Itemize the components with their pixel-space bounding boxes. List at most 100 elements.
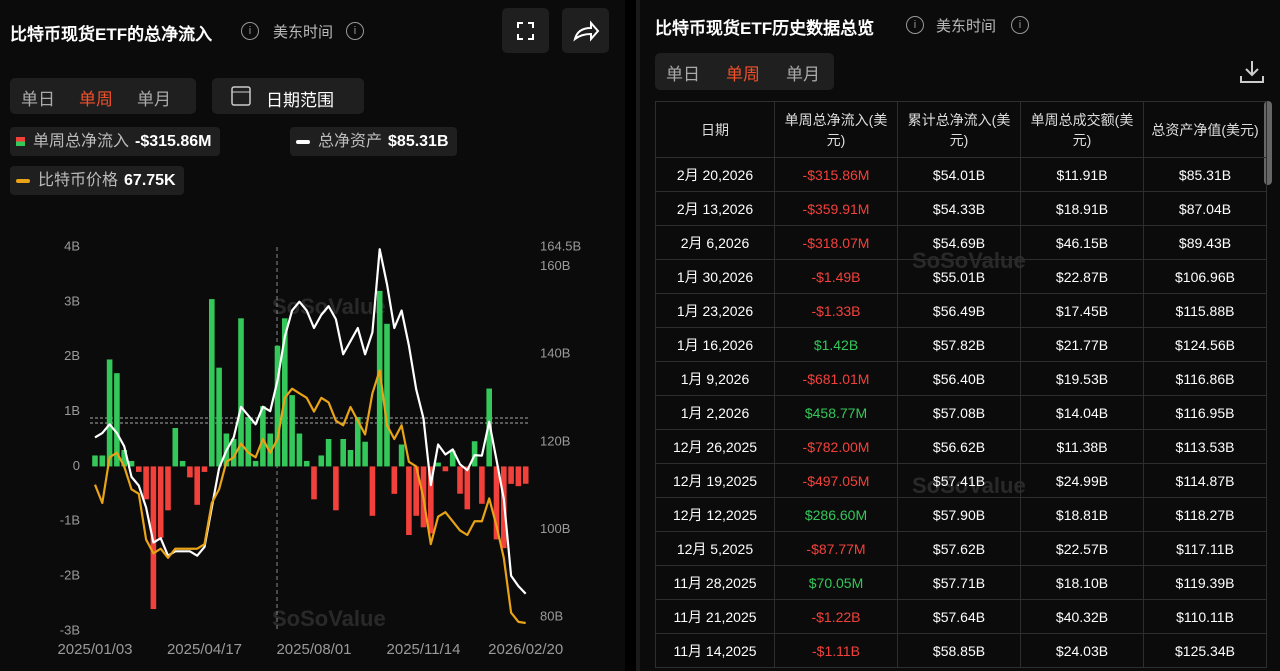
bar xyxy=(464,466,471,510)
bar xyxy=(172,428,179,467)
table-cell: $18.81B xyxy=(1020,497,1144,532)
table-cell: -$318.07M xyxy=(774,225,898,260)
fullscreen-button[interactable] xyxy=(502,8,549,53)
bar xyxy=(413,466,419,516)
legend-name: 总净资产 xyxy=(318,133,383,150)
table-cell: -$87.77M xyxy=(774,531,898,566)
table-cell: 12月 26,2025 xyxy=(655,429,775,464)
bar xyxy=(114,373,120,467)
table-cell: $56.49B xyxy=(897,293,1021,328)
bar xyxy=(515,466,522,487)
table-cell: -$315.86M xyxy=(774,157,898,192)
table-cell: $57.62B xyxy=(897,531,1021,566)
timezone: 美东时间 xyxy=(273,24,334,41)
bar xyxy=(282,318,288,467)
tab[interactable]: 单周 xyxy=(79,90,113,109)
legend-item[interactable]: 总净资产 $85.31B xyxy=(290,127,457,156)
legend-name: 单周总净流入 xyxy=(33,133,130,150)
title: 比特币现货ETF的总净流入 xyxy=(10,25,213,44)
info-icon[interactable]: i xyxy=(1011,16,1029,34)
table-row: 11月 28,2025 $70.05M $57.71B $18.10B $119.39B xyxy=(655,565,1267,600)
column-header: 单周总净流入(美元) xyxy=(774,101,898,158)
table-cell: 11月 28,2025 xyxy=(655,565,775,600)
bar xyxy=(493,466,500,540)
tab[interactable]: 单日 xyxy=(666,65,700,84)
legend-swatch xyxy=(16,137,25,146)
tab[interactable]: 单日 xyxy=(21,90,55,109)
bar xyxy=(369,466,376,516)
table-cell: $54.69B xyxy=(897,225,1021,260)
y2-tick-label: 140B xyxy=(540,346,570,361)
y-tick-label: -2B xyxy=(60,568,80,583)
bar xyxy=(99,455,106,467)
table-cell: -$1.22B xyxy=(774,599,898,634)
bar xyxy=(289,395,295,467)
legend-swatch xyxy=(16,178,30,183)
bar xyxy=(406,466,412,535)
table-cell: $119.39B xyxy=(1143,565,1267,600)
y-tick-label: -3B xyxy=(60,622,80,637)
bar xyxy=(179,460,186,467)
column-header: 日期 xyxy=(655,101,775,158)
bar xyxy=(435,462,441,467)
bar xyxy=(318,455,325,467)
bar xyxy=(391,466,398,494)
bar xyxy=(362,441,368,467)
share-icon xyxy=(573,20,600,42)
x-tick-label: 2025/04/17 xyxy=(167,641,242,658)
tab[interactable]: 单月 xyxy=(786,65,820,84)
bar xyxy=(230,439,237,467)
legend-value: $85.31B xyxy=(388,133,449,150)
table-cell: $85.31B xyxy=(1143,157,1267,192)
legend-swatch xyxy=(296,139,310,144)
table-cell: $124.56B xyxy=(1143,327,1267,362)
info-icon[interactable]: i xyxy=(241,22,259,40)
y-tick-label: 0 xyxy=(73,458,80,473)
bar xyxy=(209,299,215,467)
info-icon[interactable]: i xyxy=(906,16,924,34)
scrollbar[interactable] xyxy=(1264,101,1272,185)
table-cell: 11月 14,2025 xyxy=(655,633,775,668)
table-cell: $57.90B xyxy=(897,497,1021,532)
table-cell: $57.71B xyxy=(897,565,1021,600)
table-row: 1月 23,2026 -$1.33B $56.49B $17.45B $115.88B xyxy=(655,293,1267,328)
info-icon[interactable]: i xyxy=(346,22,364,40)
bar xyxy=(428,466,434,534)
y-tick-label: 4B xyxy=(64,238,80,253)
table-cell: $57.82B xyxy=(897,327,1021,362)
table-row: 1月 30,2026 -$1.49B $55.01B $22.87B $106.96B xyxy=(655,259,1267,294)
divider xyxy=(636,0,640,671)
table-cell: 1月 9,2026 xyxy=(655,361,775,396)
table-cell: -$497.05M xyxy=(774,463,898,498)
data-table: 日期 单周总净流入(美元) 累计总净流入(美元) 单周总成交额(美元) 总资产净值(美元… xyxy=(655,101,1267,668)
x-tick-label: 2025/01/03 xyxy=(57,641,132,658)
table-cell: 11月 21,2025 xyxy=(655,599,775,634)
bar xyxy=(194,466,200,505)
column-header: 单周总成交额(美元) xyxy=(1020,101,1144,158)
legend-item[interactable]: 比特币价格 67.75K xyxy=(10,166,184,195)
fullscreen-icon xyxy=(517,22,534,40)
legend-item[interactable]: 单周总净流入 -$315.86M xyxy=(10,127,220,156)
tab[interactable]: 单月 xyxy=(137,90,171,109)
bar xyxy=(508,466,514,484)
table-cell: $24.03B xyxy=(1020,633,1144,668)
table-cell: -$1.33B xyxy=(774,293,898,328)
table-row: 1月 9,2026 -$681.01M $56.40B $19.53B $116.86B xyxy=(655,361,1267,396)
y2-tick-label: 100B xyxy=(540,521,570,536)
bar xyxy=(201,466,208,472)
table-cell: $22.87B xyxy=(1020,259,1144,294)
share-button[interactable] xyxy=(562,8,609,53)
table-cell: $57.64B xyxy=(897,599,1021,634)
table-row: 12月 12,2025 $286.60M $57.90B $18.81B $118.27… xyxy=(655,497,1267,532)
table-cell: $19.53B xyxy=(1020,361,1144,396)
bar xyxy=(157,466,164,538)
timezone: 美东时间 xyxy=(936,18,997,35)
table-cell: $18.10B xyxy=(1020,565,1144,600)
date-range-button[interactable]: 日期范围 xyxy=(212,78,364,114)
table-row: 1月 2,2026 $458.77M $57.08B $14.04B $116.95B xyxy=(655,395,1267,430)
table-cell: 1月 2,2026 xyxy=(655,395,775,430)
download-icon[interactable] xyxy=(1238,58,1266,86)
legend-value: 67.75K xyxy=(124,172,176,189)
tab[interactable]: 单周 xyxy=(726,65,760,84)
